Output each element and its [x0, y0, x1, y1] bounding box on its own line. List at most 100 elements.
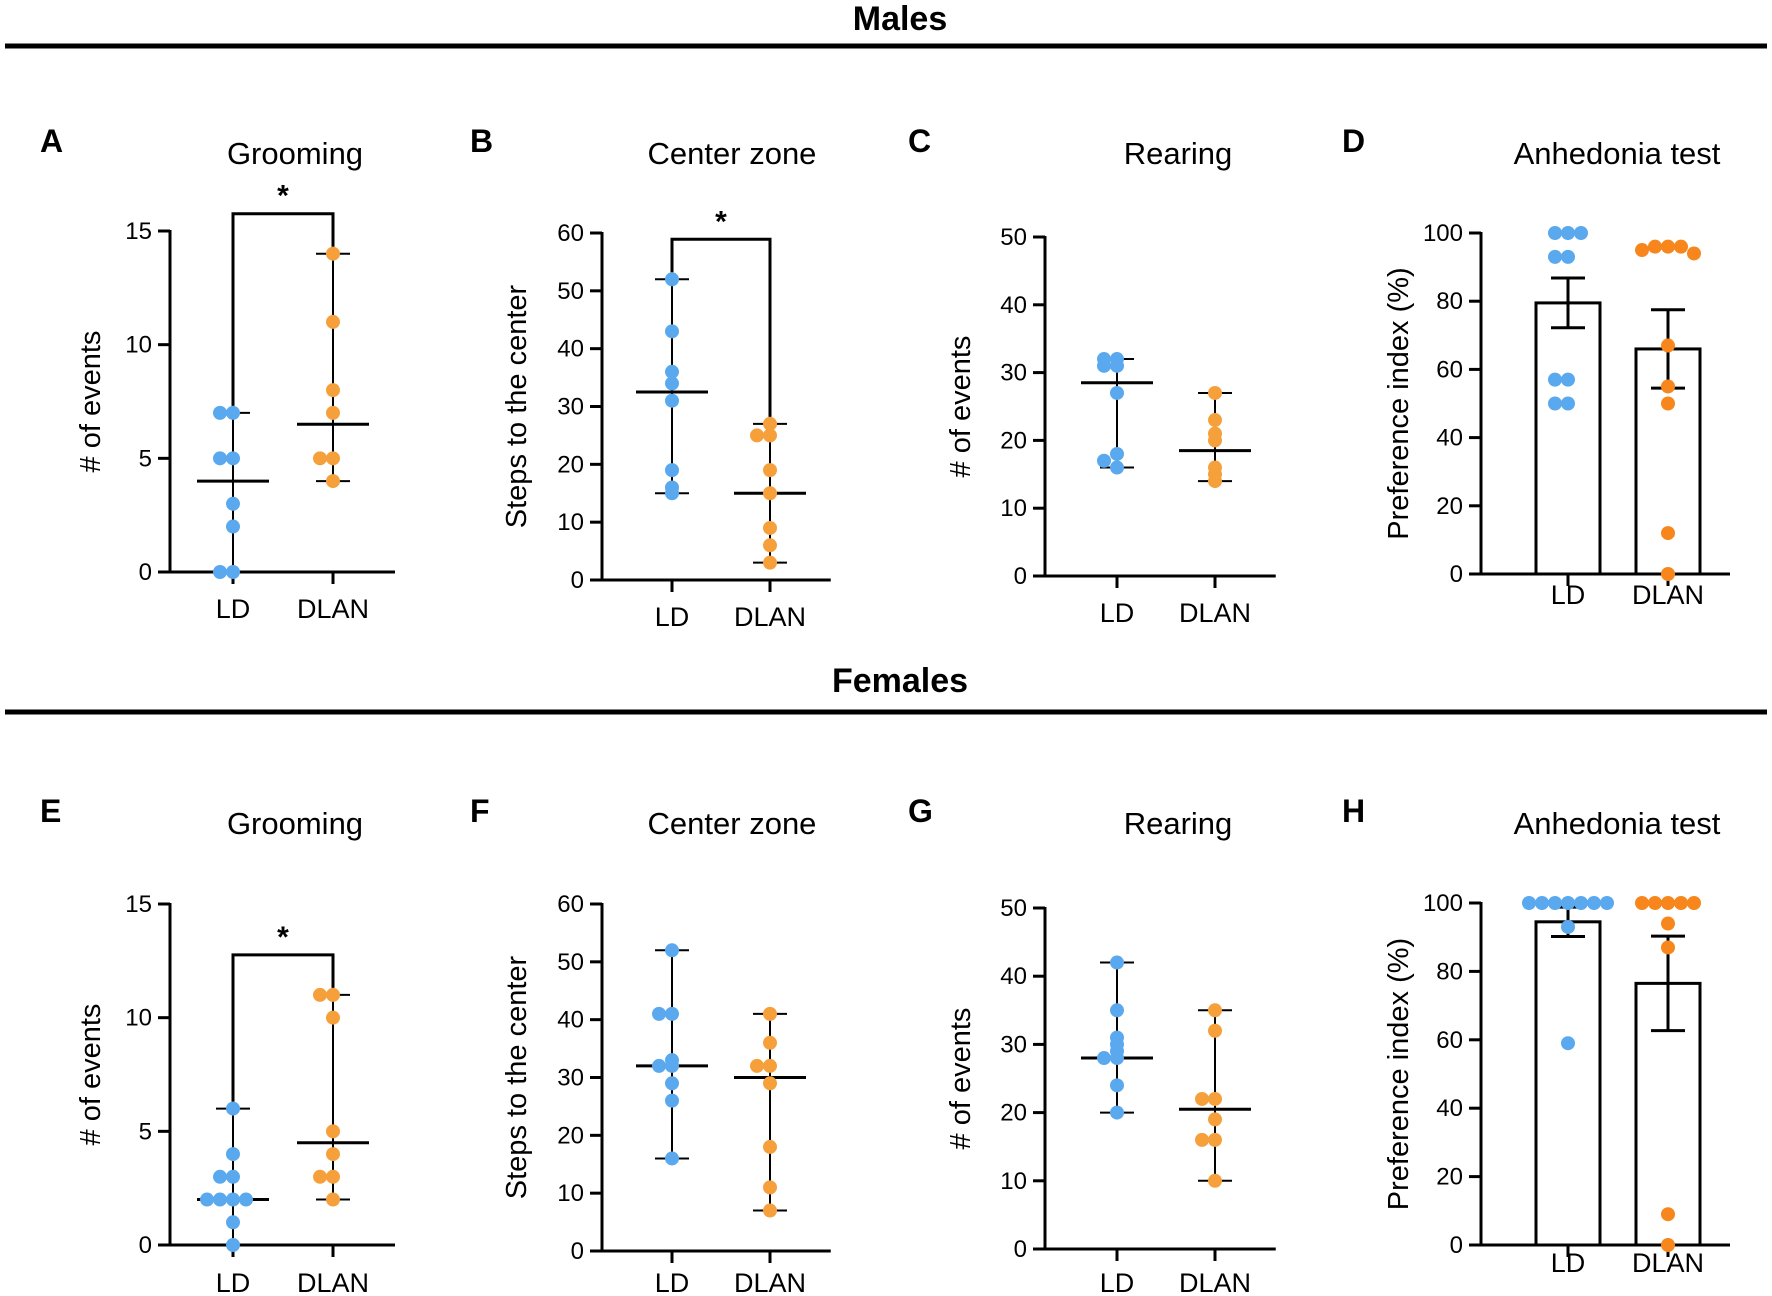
data-point-ld	[1574, 896, 1588, 910]
data-point-ld	[652, 1006, 666, 1021]
data-point-dlan	[326, 246, 340, 261]
data-point-ld	[1110, 460, 1124, 475]
y-tick-label: 30	[557, 394, 584, 421]
y-tick-label: 60	[557, 220, 584, 247]
data-point-dlan	[1195, 1132, 1209, 1147]
panel-title: Rearing	[1124, 136, 1233, 171]
y-tick-label: 0	[139, 1232, 152, 1259]
data-point-ld	[226, 1147, 240, 1162]
data-point-dlan	[1661, 379, 1675, 394]
data-point-ld	[213, 1192, 227, 1207]
y-tick-label: 0	[571, 567, 584, 594]
data-point-ld	[1561, 249, 1575, 264]
data-point-dlan	[326, 1147, 340, 1162]
y-tick-label: 0	[1014, 1236, 1027, 1263]
data-point-dlan	[326, 1192, 340, 1207]
data-point-ld	[226, 565, 240, 579]
panel-letter: A	[40, 123, 63, 159]
y-tick-label: 30	[1000, 1031, 1027, 1058]
data-point-ld	[665, 1151, 679, 1166]
y-tick-label: 0	[139, 559, 152, 586]
data-point-ld	[1561, 1036, 1575, 1051]
data-point-ld	[665, 1006, 679, 1021]
data-point-dlan	[763, 538, 777, 553]
y-tick-label: 50	[557, 278, 584, 305]
significance-bracket	[670, 237, 772, 417]
data-point-ld	[226, 1169, 240, 1184]
y-tick-label: 20	[1000, 1100, 1027, 1127]
data-point-dlan	[1208, 433, 1222, 448]
data-point-ld	[665, 393, 679, 408]
y-tick-label: 40	[1000, 963, 1027, 990]
data-point-dlan	[1208, 474, 1222, 489]
x-tick-label-dlan: DLAN	[1179, 1268, 1251, 1296]
y-axis-label: # of events	[75, 1004, 107, 1146]
panel-letter: B	[470, 123, 493, 159]
data-point-dlan	[1661, 396, 1675, 411]
y-axis-label: Steps to the center	[501, 955, 533, 1199]
data-point-dlan	[1674, 239, 1688, 254]
panel-title: Anhedonia test	[1514, 806, 1721, 841]
data-point-ld	[1097, 1051, 1111, 1066]
y-axis-label: # of events	[945, 336, 977, 478]
panel-c: C Rearing # of events 0 10 20 30 40 50 LD DLAN	[908, 123, 1276, 628]
significance-marker: *	[277, 921, 289, 954]
y-tick-label: 100	[1423, 220, 1463, 247]
panel-e: E Grooming # of events 0 5 10 15 LD DLAN *	[40, 793, 395, 1296]
data-point-dlan	[1208, 1132, 1222, 1147]
data-point-ld	[226, 519, 240, 534]
data-point-dlan	[1687, 896, 1701, 910]
panel-letter: D	[1342, 123, 1365, 159]
data-point-dlan	[763, 1180, 777, 1195]
data-point-dlan	[313, 987, 327, 1002]
data-point-ld	[1110, 385, 1124, 400]
data-point-dlan	[1661, 567, 1675, 581]
y-tick-label: 20	[1436, 1164, 1463, 1191]
data-point-ld	[1110, 955, 1124, 970]
data-point-ld	[1535, 896, 1549, 910]
data-point-ld	[1548, 396, 1562, 411]
data-point-dlan	[1195, 1091, 1209, 1106]
data-point-dlan	[1661, 1207, 1675, 1222]
data-point-dlan	[1661, 896, 1675, 910]
data-point-ld	[665, 376, 679, 391]
data-point-dlan	[326, 987, 340, 1002]
panel-h: H Anhedonia test Preference index (%) 0 20 40…	[1342, 793, 1730, 1278]
data-point-ld	[652, 1058, 666, 1073]
data-point-dlan	[1661, 1238, 1675, 1252]
x-tick-label-ld: LD	[1551, 1248, 1586, 1278]
data-point-dlan	[763, 520, 777, 535]
y-tick-label: 60	[1436, 1027, 1463, 1054]
y-tick-label: 15	[125, 218, 152, 245]
data-point-dlan	[763, 463, 777, 478]
x-tick-label-dlan: DLAN	[297, 594, 369, 624]
data-point-dlan	[1661, 338, 1675, 353]
data-point-ld	[1548, 372, 1562, 387]
data-point-dlan	[763, 428, 777, 443]
panel-letter: F	[470, 793, 490, 829]
data-point-ld	[1110, 1105, 1124, 1120]
y-tick-label: 10	[1000, 1168, 1027, 1195]
bar-ld	[1534, 920, 1602, 1247]
panels: A Grooming # of events 0 5 10 15 LD DLAN * B Center…	[40, 123, 1730, 1296]
y-tick-label: 20	[1000, 427, 1027, 454]
data-point-ld	[1574, 226, 1588, 240]
x-tick-label-dlan: DLAN	[1632, 580, 1704, 610]
data-point-ld	[1548, 249, 1562, 264]
data-point-ld	[200, 1192, 214, 1207]
data-point-ld	[1561, 372, 1575, 387]
panel-title: Center zone	[648, 136, 817, 171]
data-point-dlan	[326, 1124, 340, 1139]
y-tick-label: 40	[557, 1007, 584, 1034]
data-point-ld	[665, 1093, 679, 1108]
y-axis-label: Preference index (%)	[1383, 938, 1415, 1210]
significance-bracket	[231, 212, 335, 406]
data-point-dlan	[326, 1010, 340, 1025]
x-tick-label-ld: LD	[216, 1268, 251, 1296]
panel-title: Anhedonia test	[1514, 136, 1721, 171]
data-point-ld	[213, 405, 227, 420]
data-point-dlan	[763, 486, 777, 501]
y-tick-label: 10	[1000, 495, 1027, 522]
y-tick-label: 60	[1436, 356, 1463, 383]
y-tick-label: 0	[1450, 561, 1463, 588]
